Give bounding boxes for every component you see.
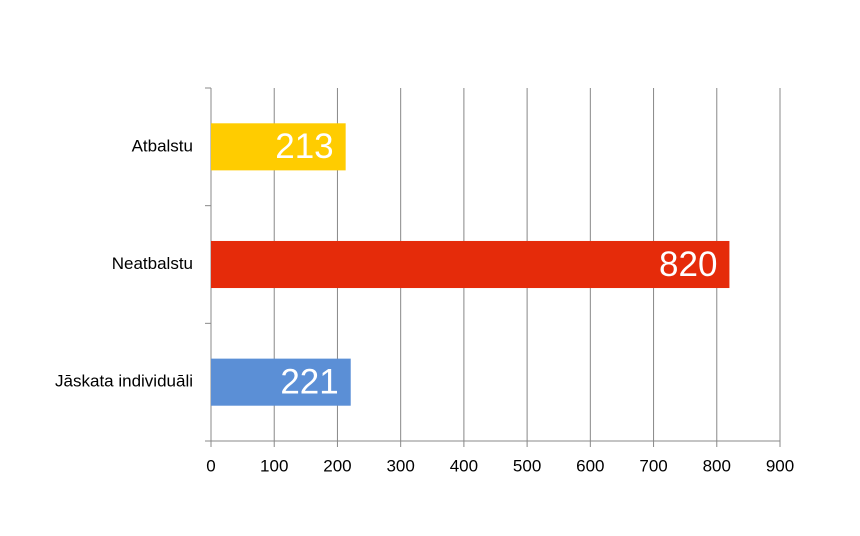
- data-label: 213: [275, 127, 333, 166]
- y-tick-label: Atbalstu: [132, 136, 193, 155]
- x-tick-label: 600: [576, 456, 604, 475]
- data-label: 820: [659, 245, 717, 284]
- x-tick-label: 100: [260, 456, 288, 475]
- x-tick-label: 200: [323, 456, 351, 475]
- bar: [211, 240, 730, 289]
- y-tick-label: Jāskata individuāli: [55, 372, 193, 391]
- data-label: 221: [280, 362, 338, 401]
- x-tick-label: 0: [206, 456, 215, 475]
- bar: [211, 358, 351, 406]
- x-tick-label: 800: [703, 456, 731, 475]
- x-tick-label: 400: [450, 456, 478, 475]
- bar: [211, 123, 346, 171]
- x-tick-label: 500: [513, 456, 541, 475]
- x-tick-label: 900: [766, 456, 794, 475]
- x-tick-label: 300: [386, 456, 414, 475]
- x-tick-label: 700: [639, 456, 667, 475]
- y-tick-label: Neatbalstu: [112, 254, 193, 273]
